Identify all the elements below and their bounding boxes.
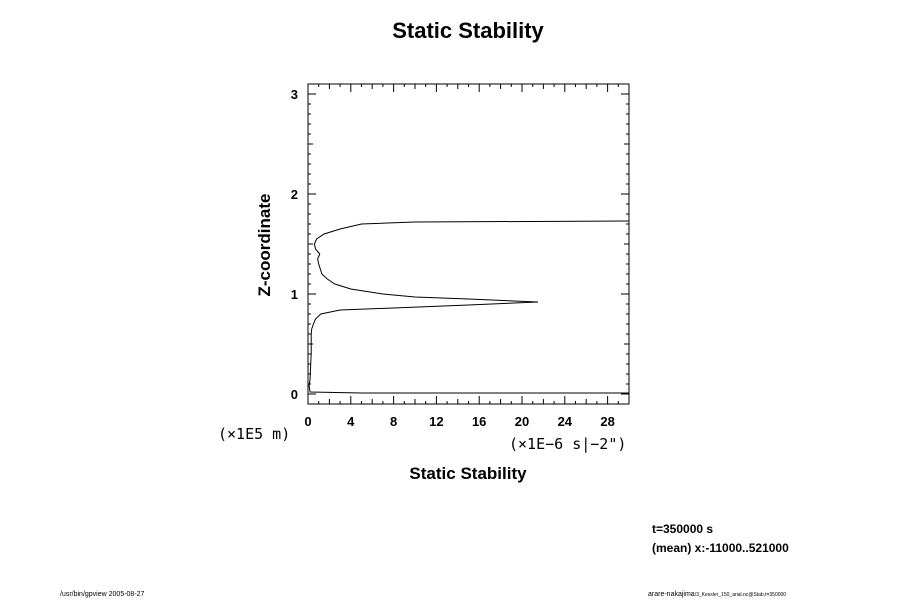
y-axis-label: Z-coordinate [255, 194, 274, 297]
series-layer [308, 220, 630, 394]
y-tick-label: 2 [291, 187, 298, 202]
footer-right-author: arare-nakajima [648, 591, 695, 598]
x-tick-label: 12 [429, 414, 443, 429]
series-line [308, 220, 630, 394]
chart-title: Static Stability [392, 18, 544, 43]
footer-right: arare-nakajima/3_Kessler_150_anal.nc@Sta… [648, 591, 786, 598]
x-tick-label: 8 [390, 414, 397, 429]
x-tick-label: 16 [472, 414, 486, 429]
footer-right-file: /3_Kessler_150_anal.nc@Stab,t=350000 [695, 592, 787, 598]
y-tick-label: 1 [291, 287, 298, 302]
footer-left: /usr/bin/gpview 2005-08-27 [60, 591, 145, 598]
y-tick-label: 0 [291, 387, 298, 402]
x-tick-label: 24 [558, 414, 573, 429]
y-unit-label: (×1E5 m) [218, 425, 290, 443]
x-tick-label: 0 [304, 414, 311, 429]
time-annotation: t=350000 s [652, 522, 713, 536]
x-tick-label: 28 [600, 414, 614, 429]
x-axis-ticks: 0 4 8 12 16 20 24 28 [304, 84, 630, 429]
y-tick-label: 3 [291, 87, 298, 102]
x-tick-label: 4 [347, 414, 355, 429]
plot-frame [307, 83, 630, 405]
mean-annotation: (mean) x:-11000..521000 [652, 541, 789, 555]
x-axis-label: Static Stability [409, 464, 527, 483]
y-axis-ticks: 0 1 2 3 [291, 83, 629, 405]
x-tick-label: 20 [515, 414, 529, 429]
x-unit-label: (×1E−6 s|−2") [509, 435, 626, 453]
